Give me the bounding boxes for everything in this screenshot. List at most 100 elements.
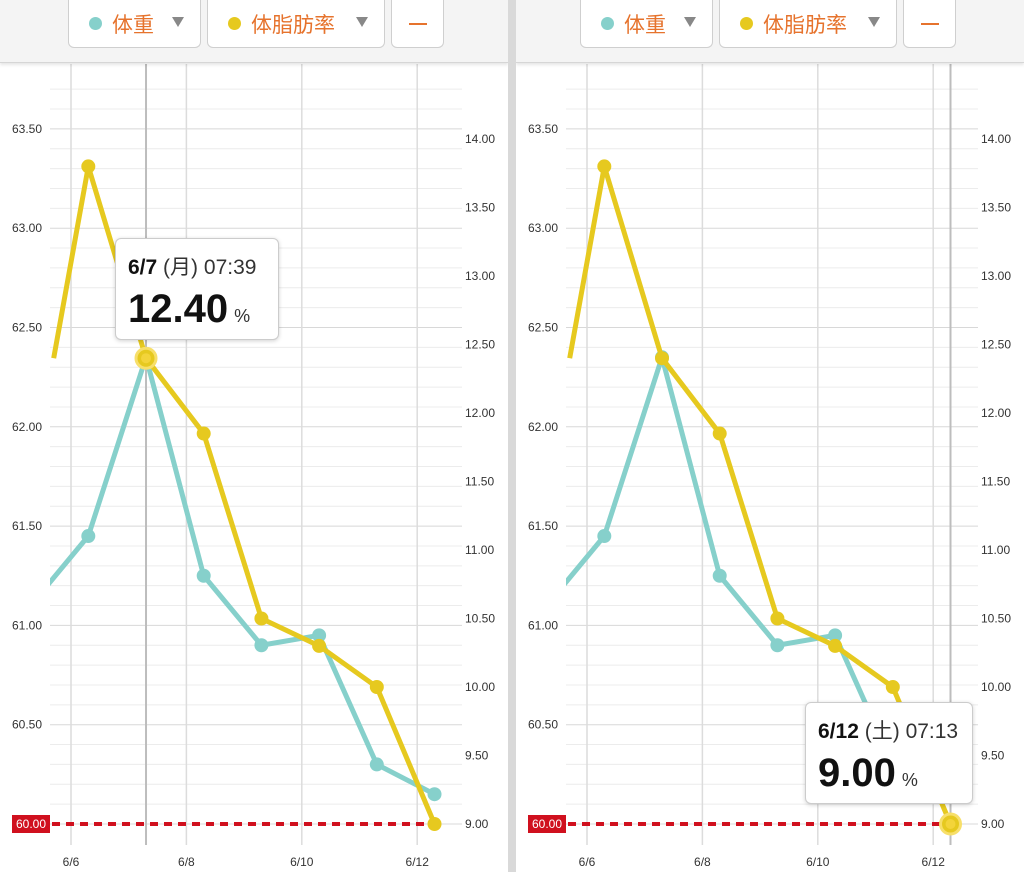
data-point[interactable] (196, 426, 211, 441)
weight-color-dot (601, 17, 614, 30)
left-tick-label: 62.00 (12, 420, 42, 434)
x-tick-label: 6/10 (290, 855, 314, 869)
right-tick-label: 10.00 (465, 680, 495, 694)
x-tick-label: 6/10 (806, 855, 830, 869)
chart-panel-right: 体重 体脂肪率 6/6 6/8 6/10 6/12 60.50 61.00 61.50 62.… (516, 0, 1024, 872)
data-point[interactable] (540, 599, 554, 613)
right-tick-label: 12.50 (465, 338, 495, 352)
tooltip-weekday: (月) (163, 256, 199, 279)
data-point[interactable] (369, 757, 384, 772)
right-tick-label: 11.50 (465, 475, 494, 489)
data-point[interactable] (254, 611, 269, 626)
left-tick-label: 61.00 (528, 618, 558, 632)
data-point[interactable] (712, 568, 727, 583)
weight-series-selector[interactable]: 体重 (68, 0, 201, 48)
series-fat (51, 159, 442, 831)
data-point[interactable] (655, 351, 670, 366)
data-point[interactable] (427, 787, 442, 802)
data-point[interactable] (24, 599, 38, 613)
tooltip-value-dec: .40 (172, 287, 229, 331)
highlighted-point-core (945, 819, 956, 829)
right-tick-label: 9.50 (465, 749, 489, 763)
right-tick-label: 11.50 (981, 475, 1010, 489)
fat-series-selector[interactable]: 体脂肪率 (207, 0, 385, 48)
remove-series-button[interactable] (391, 0, 444, 48)
tooltip-time: 07:13 (905, 720, 959, 743)
right-tick-label: 11.00 (465, 543, 494, 557)
right-tick-label: 13.00 (465, 269, 495, 283)
series-line (567, 163, 953, 825)
minus-icon (920, 22, 939, 25)
tooltip-unit: % (901, 770, 918, 790)
data-point[interactable] (81, 529, 96, 544)
left-tick-label: 62.50 (528, 321, 558, 335)
chevron-down-icon (868, 17, 880, 27)
right-tick-label: 13.50 (465, 201, 495, 215)
right-tick-label: 14.00 (465, 132, 495, 146)
series-weight (24, 350, 442, 802)
x-tick-label: 6/8 (694, 855, 711, 869)
line-chart-left[interactable]: 6/6 6/8 6/10 6/12 60.50 61.00 61.50 62.00 62.50 6… (0, 0, 508, 872)
data-point[interactable] (81, 159, 96, 174)
data-point[interactable] (828, 638, 843, 653)
data-point[interactable] (597, 529, 612, 544)
right-tick-label: 9.00 (981, 817, 1005, 831)
data-point[interactable] (828, 628, 843, 643)
right-tick-label: 9.00 (465, 817, 489, 831)
right-tick-label: 14.00 (981, 132, 1011, 146)
left-tick-label: 61.50 (12, 519, 42, 533)
weight-color-dot (89, 17, 102, 30)
fat-series-selector[interactable]: 体脂肪率 (719, 0, 897, 48)
left-tick-label: 62.00 (528, 420, 558, 434)
x-tick-label: 6/12 (922, 855, 946, 869)
highlighted-point-core (141, 353, 152, 364)
x-tick-label: 6/6 (579, 855, 596, 869)
left-tick-label: 63.00 (528, 221, 558, 235)
series-selector-bar: 体重 体脂肪率 (516, 0, 1024, 63)
fat-selector-label: 体脂肪率 (251, 13, 335, 37)
left-tick-label: 63.00 (12, 221, 42, 235)
fat-selector-label: 体脂肪率 (763, 13, 847, 37)
left-tick-label: 63.50 (528, 122, 558, 136)
tooltip-unit: % (234, 306, 251, 326)
data-point[interactable] (196, 568, 211, 583)
data-point[interactable] (427, 817, 442, 831)
data-point[interactable] (712, 426, 727, 441)
tooltip-value-int: 9 (818, 751, 841, 795)
x-tick-label: 6/8 (178, 855, 195, 869)
chevron-down-icon (356, 17, 368, 27)
data-point[interactable] (369, 680, 384, 694)
series-line (50, 354, 436, 797)
right-tick-label: 12.50 (981, 338, 1011, 352)
right-tick-label: 9.50 (981, 749, 1005, 763)
weight-series-selector[interactable]: 体重 (580, 0, 713, 48)
data-point[interactable] (254, 638, 269, 653)
data-point[interactable] (885, 680, 900, 694)
chart-panel-left: 体重 体脂肪率 6/6 6/8 6/10 6/12 60.50 61.00 61.50 62.… (0, 0, 508, 872)
target-label: 60.00 (16, 817, 46, 831)
left-tick-label: 60.50 (528, 718, 558, 732)
data-point[interactable] (312, 638, 327, 653)
remove-series-button[interactable] (903, 0, 956, 48)
tooltip-date: 6/7 (128, 256, 158, 279)
fat-color-dot (228, 17, 241, 30)
tooltip-weekday: (土) (864, 720, 900, 743)
tooltip-date: 6/12 (818, 720, 859, 743)
left-tick-label: 63.50 (12, 122, 42, 136)
tooltip-value-int: 12 (128, 287, 173, 331)
data-point[interactable] (770, 638, 785, 653)
value-tooltip: 6/7 (月) 07:39 12.40% (115, 238, 279, 340)
data-point[interactable] (770, 611, 785, 626)
target-label: 60.00 (532, 817, 562, 831)
target-label-bg (528, 815, 566, 833)
value-tooltip: 6/12 (土) 07:13 9.00% (805, 702, 973, 804)
chevron-down-icon (172, 17, 184, 27)
left-tick-label: 62.50 (12, 321, 42, 335)
right-tick-label: 10.50 (981, 612, 1011, 626)
chevron-down-icon (684, 17, 696, 27)
right-tick-label: 12.00 (981, 406, 1011, 420)
left-tick-label: 61.00 (12, 618, 42, 632)
data-point[interactable] (597, 159, 612, 174)
data-point[interactable] (312, 628, 327, 643)
right-tick-label: 10.50 (465, 612, 495, 626)
